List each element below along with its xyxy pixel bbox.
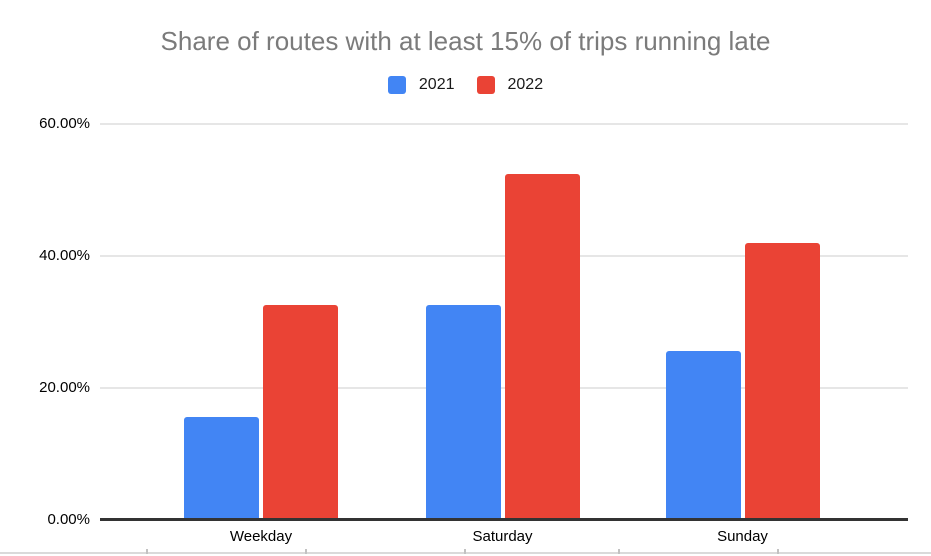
bar-2022-saturday (504, 174, 580, 520)
bar-2021-sunday (665, 351, 741, 520)
y-axis-label: 40.00% (39, 247, 90, 264)
gridline (100, 387, 908, 389)
bottom-divider-tick (305, 549, 307, 554)
chart-title: Share of routes with at least 15% of tri… (160, 26, 771, 56)
bar-2021-weekday (184, 417, 259, 520)
x-axis-label-sunday: Sunday (717, 528, 768, 545)
legend-swatch-2021 (387, 76, 406, 94)
x-axis-label-saturday: Saturday (472, 528, 533, 545)
y-axis-label: 0.00% (47, 511, 90, 528)
legend-item-2022: 2022 (476, 76, 544, 94)
legend-label-2021: 2021 (418, 76, 455, 93)
bar-2022-weekday (263, 305, 338, 520)
y-axis-label: 60.00% (39, 115, 90, 132)
legend-item-2021: 2021 (387, 76, 455, 94)
bottom-divider-tick (777, 549, 779, 554)
bar-2021-saturday (425, 305, 501, 520)
chart-legend: 2021 2022 (0, 76, 931, 94)
gridline (100, 123, 908, 125)
y-axis-label: 20.00% (39, 379, 90, 396)
x-axis-line (100, 518, 908, 521)
x-axis-label-weekday: Weekday (229, 528, 293, 545)
gridline (100, 255, 908, 257)
bar-2022-sunday (744, 243, 820, 520)
legend-label-2022: 2022 (507, 76, 544, 93)
legend-swatch-2022 (476, 76, 495, 94)
bottom-divider-tick (618, 549, 620, 554)
bottom-divider-tick (464, 549, 466, 554)
bottom-divider-tick (146, 549, 148, 554)
